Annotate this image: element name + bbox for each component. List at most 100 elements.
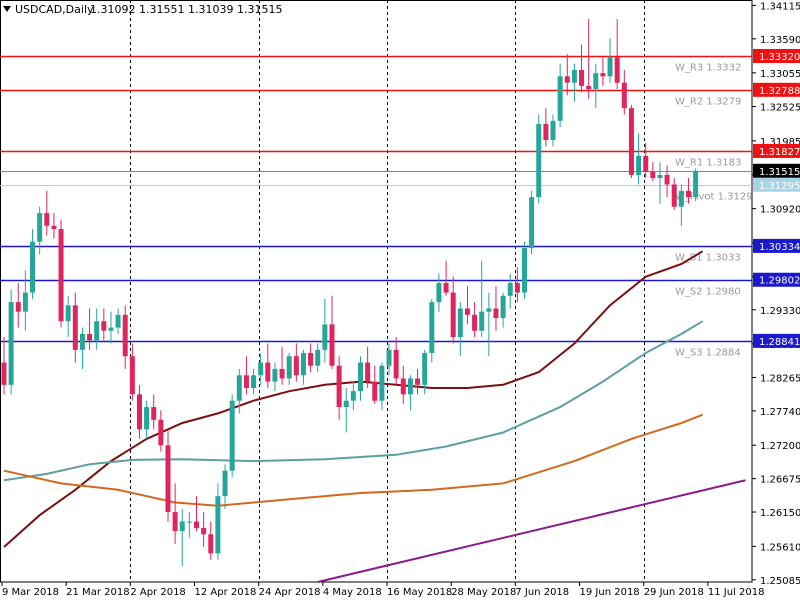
candle-body: [172, 512, 178, 532]
pivot-line-label: W_S1 1.3033: [675, 253, 741, 264]
candle-body: [536, 124, 542, 198]
candle-body: [593, 73, 599, 90]
candle: [65, 295, 71, 338]
candle-body: [208, 534, 214, 554]
candle-body: [621, 82, 627, 109]
candle: [165, 429, 171, 522]
candle: [15, 283, 21, 328]
time-tick-label: 9 Mar 2018: [2, 587, 59, 598]
time-tick-label: 4 May 2018: [323, 587, 382, 598]
candle: [693, 168, 699, 202]
candle: [685, 178, 691, 204]
time-tick-label: 24 Apr 2018: [259, 587, 321, 598]
time-tick-label: 11 Jul 2018: [708, 587, 765, 598]
price-tick-label: 1.32525: [760, 103, 800, 114]
pivot-line-label: W_R2 1.3279: [675, 97, 741, 108]
candle-body: [265, 362, 271, 382]
pivot-line-label: W_S3 1.2884: [675, 348, 741, 359]
symbol-label: USDCAD,Daily: [15, 3, 94, 16]
candle-body: [400, 378, 406, 395]
candle-body: [179, 521, 185, 532]
candle: [265, 343, 271, 388]
candle-body: [422, 353, 428, 385]
price-label-r3: 1.33320: [753, 48, 800, 63]
candle: [186, 512, 192, 538]
price-tick-label: 1.26675: [760, 475, 800, 486]
candle-body: [343, 400, 349, 408]
candle: [336, 356, 342, 420]
candle: [8, 289, 14, 395]
candle: [44, 190, 50, 236]
header: USDCAD,Daily 1.31092 1.31551 1.31039 1.3…: [3, 3, 282, 16]
candle: [450, 276, 456, 344]
candle: [415, 368, 421, 395]
candle-body: [643, 155, 649, 172]
candle: [343, 388, 349, 433]
candle: [151, 394, 157, 430]
candle-body: [671, 184, 677, 207]
candle-body: [685, 190, 691, 198]
candle-body: [443, 283, 449, 293]
candle-body: [514, 283, 520, 293]
dropdown-arrow-icon[interactable]: [3, 6, 11, 12]
candle-body: [8, 302, 14, 385]
price-label-s2: 1.29802: [753, 272, 800, 287]
candle: [1, 337, 7, 395]
candle-body: [272, 368, 278, 382]
time-axis: 9 Mar 2018 21 Mar 2018 2 Apr 2018 12 Apr 20…: [1, 582, 765, 598]
candle-body: [115, 314, 121, 328]
price-label-text: 1.32788: [759, 86, 800, 97]
candle: [464, 286, 470, 325]
candle-body: [372, 381, 378, 401]
candle-body: [564, 76, 570, 83]
price-tick-label: 1.30920: [760, 205, 800, 216]
candle: [286, 353, 292, 385]
candle-body: [358, 362, 363, 392]
candle-body: [693, 170, 699, 198]
candle-body: [472, 314, 478, 331]
price-label-box: [753, 143, 800, 158]
candle-body: [350, 391, 356, 401]
pivot-line-label: W_R3 1.3332: [675, 63, 741, 74]
time-tick-label: 19 Jun 2018: [580, 587, 640, 598]
price-tick-label: 1.33590: [760, 35, 800, 46]
candle: [493, 286, 499, 331]
candle-body: [664, 174, 670, 185]
price-label-text: 1.31295: [759, 181, 800, 192]
candle: [315, 343, 321, 373]
candle: [272, 362, 278, 392]
candle: [37, 206, 43, 255]
candle-body: [308, 353, 314, 366]
candle-body: [79, 333, 85, 350]
chart-frame: [0, 0, 753, 583]
candle: [664, 165, 670, 198]
candle: [536, 114, 542, 204]
candle-body: [315, 349, 321, 366]
candle: [215, 483, 221, 560]
candle: [628, 104, 634, 179]
candle-body: [415, 378, 421, 385]
pivot-line-label: W_Pivot 1.3129: [675, 192, 753, 203]
candle: [22, 270, 28, 331]
pivot-line-label: W_R1 1.3183: [675, 158, 741, 169]
candle-body: [236, 375, 242, 401]
candle-body: [493, 308, 499, 319]
price-label-text: 1.30334: [759, 242, 800, 253]
candle-body: [72, 305, 78, 350]
candle: [222, 464, 228, 509]
candle: [258, 353, 264, 385]
pivot-levels: W_R3 1.3332 W_R2 1.3279 W_R1 1.3183 W_Pivot…: [0, 55, 753, 359]
candles: [1, 19, 699, 567]
candle-body: [101, 321, 107, 331]
price-label-pivot: 1.31295: [753, 177, 800, 192]
candle: [543, 108, 549, 147]
time-tick-label: 29 Jun 2018: [644, 587, 704, 598]
candle: [115, 308, 121, 334]
price-tick-label: 1.34115: [760, 1, 800, 12]
price-label-text: 1.31827: [759, 147, 800, 158]
candle: [158, 410, 164, 452]
candle-body: [600, 73, 606, 77]
candle-body: [194, 521, 200, 528]
